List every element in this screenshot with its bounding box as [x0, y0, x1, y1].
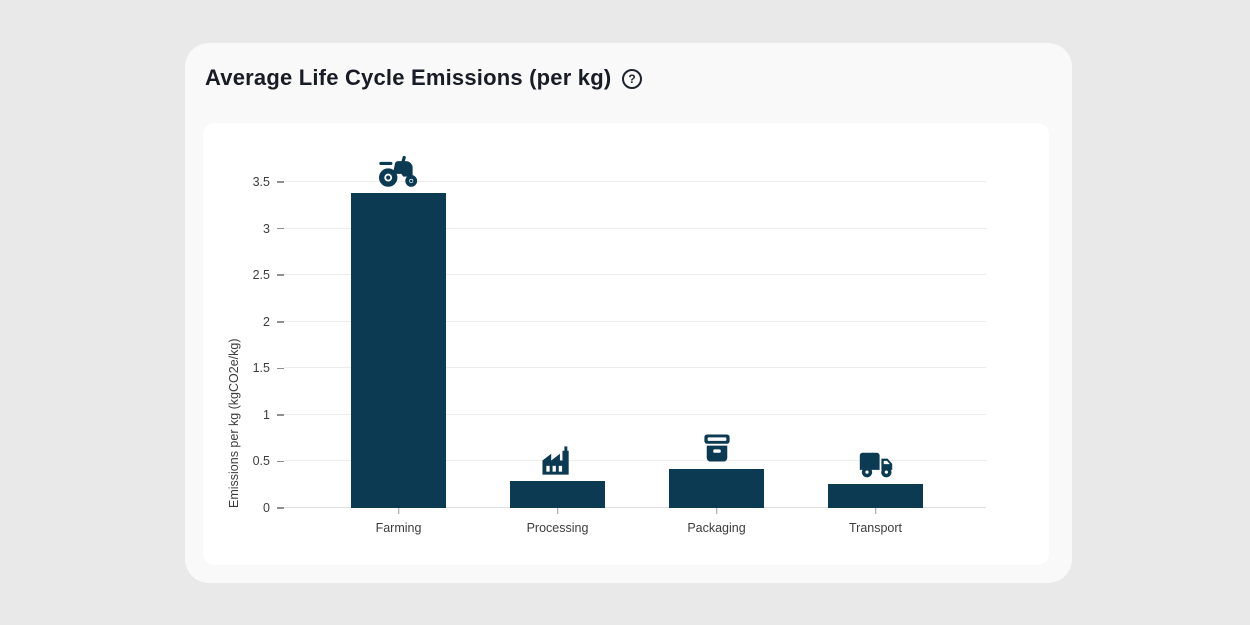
bar-farming[interactable]	[351, 193, 446, 508]
x-tick-mark	[715, 508, 718, 514]
plot-area: 0 0.5 1 1.5 2 2.5 3 3.5 Farming Processing Packagi…	[253, 148, 986, 535]
x-tick-mark	[556, 508, 559, 514]
y-tick-mark	[277, 507, 284, 509]
y-tick-mark	[277, 320, 284, 323]
box-icon	[703, 433, 731, 463]
gridline	[284, 367, 986, 369]
svg-text:?: ?	[629, 72, 636, 86]
y-tick-label: 1.5	[252, 361, 270, 376]
gridline	[284, 320, 986, 322]
y-tick-mark	[277, 460, 284, 463]
y-tick-mark	[277, 367, 284, 370]
factory-icon	[541, 446, 574, 475]
x-tick-mark	[397, 508, 400, 514]
x-axis-line	[284, 507, 986, 508]
y-tick-mark	[277, 181, 284, 183]
y-tick-label: 3.5	[252, 175, 270, 189]
chart-card: Average Life Cycle Emissions (per kg) ? …	[185, 43, 1072, 583]
x-category-label-farming: Farming	[375, 521, 422, 535]
y-tick-label: 3	[263, 221, 270, 236]
question-circle-icon[interactable]: ?	[621, 68, 643, 90]
gridline	[284, 227, 986, 229]
y-tick-mark	[277, 227, 284, 230]
x-category-label-transport: Transport	[848, 521, 903, 535]
card-header: Average Life Cycle Emissions (per kg) ?	[185, 43, 1072, 91]
gridline	[284, 460, 986, 462]
bar-packaging[interactable]	[669, 468, 764, 508]
x-category-label-packaging: Packaging	[687, 521, 746, 535]
y-tick-label: 2	[263, 314, 270, 329]
bar-transport[interactable]	[828, 483, 923, 508]
y-tick-mark	[277, 414, 284, 416]
truck-icon	[858, 451, 894, 478]
y-tick-label: 0	[263, 501, 270, 515]
page-title: Average Life Cycle Emissions (per kg)	[205, 65, 612, 90]
x-category-label-processing: Processing	[526, 521, 589, 535]
y-tick-mark	[277, 274, 284, 276]
tractor-icon	[378, 156, 420, 187]
chart-panel: Emissions per kg (kgCO2e/kg) 0 0.5 1 1.5 2 2.…	[203, 123, 1049, 565]
gridline	[284, 413, 986, 415]
gridline	[284, 181, 986, 182]
y-tick-label: 2.5	[252, 268, 270, 283]
y-tick-label: 0.5	[252, 454, 270, 469]
bar-processing[interactable]	[510, 481, 605, 508]
x-tick-mark	[874, 508, 877, 514]
y-tick-label: 1	[263, 407, 270, 422]
gridline	[284, 274, 986, 276]
